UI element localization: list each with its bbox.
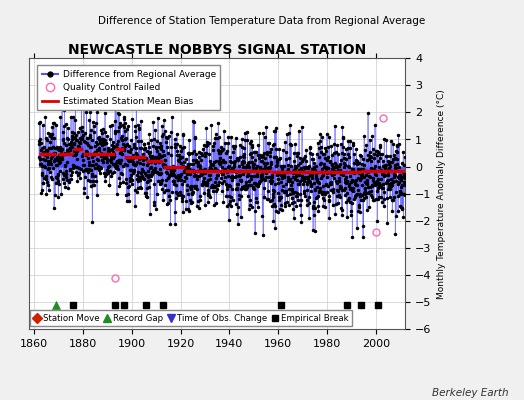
Text: Berkeley Earth: Berkeley Earth (432, 388, 508, 398)
Title: NEWCASTLE NOBBYS SIGNAL STATION: NEWCASTLE NOBBYS SIGNAL STATION (68, 43, 366, 57)
Text: Difference of Station Temperature Data from Regional Average: Difference of Station Temperature Data f… (99, 16, 425, 26)
Legend: Station Move, Record Gap, Time of Obs. Change, Empirical Break: Station Move, Record Gap, Time of Obs. C… (30, 310, 352, 326)
Y-axis label: Monthly Temperature Anomaly Difference (°C): Monthly Temperature Anomaly Difference (… (437, 89, 446, 298)
